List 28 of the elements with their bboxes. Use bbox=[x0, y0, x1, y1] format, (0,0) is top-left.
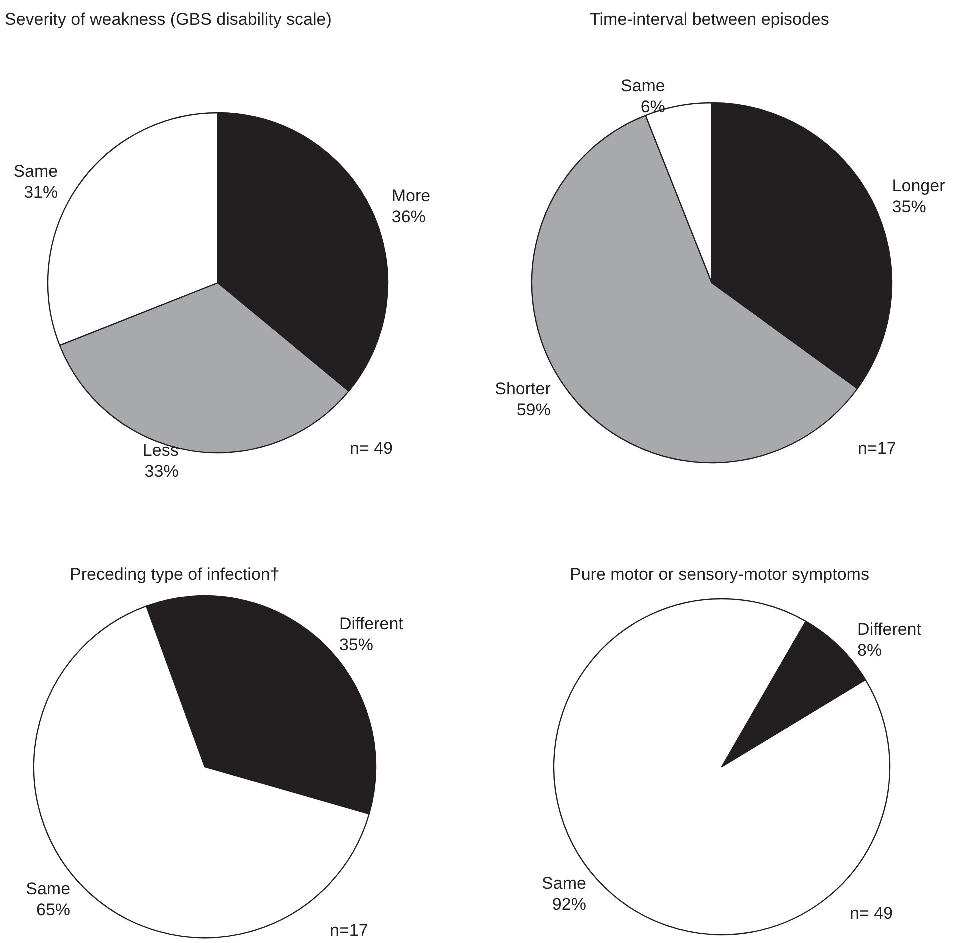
chart-title: Preceding type of infection† bbox=[70, 565, 280, 584]
slice-label: Same bbox=[542, 874, 586, 894]
data-label: 65% bbox=[36, 900, 71, 920]
data-label: 36% bbox=[392, 207, 426, 226]
slice-label: Same bbox=[620, 76, 666, 96]
data-label: 59% bbox=[516, 400, 551, 420]
data-label: 33% bbox=[144, 462, 179, 481]
slice-label: Less bbox=[142, 440, 179, 460]
data-label: 35% bbox=[339, 636, 374, 655]
text: n=17 bbox=[858, 439, 896, 458]
data-label: 35% bbox=[892, 198, 926, 217]
chart-title: Time-interval between episodes bbox=[590, 10, 830, 29]
slice-label: Different bbox=[858, 620, 922, 639]
text: n= 49 bbox=[850, 904, 894, 923]
data-label: 8% bbox=[858, 640, 882, 660]
slice-label: Longer bbox=[892, 176, 946, 196]
text: n= 49 bbox=[350, 439, 394, 458]
data-label: 31% bbox=[24, 182, 58, 202]
data-label: 6% bbox=[640, 97, 666, 116]
slice-label: Different bbox=[339, 614, 404, 634]
chart-title: Severity of weakness (GBS disability scale) bbox=[5, 10, 332, 29]
chart-title: Pure motor or sensory-motor symptoms bbox=[570, 565, 870, 584]
slice-label: Shorter bbox=[495, 379, 552, 398]
text: n=17 bbox=[330, 921, 368, 940]
data-label: 92% bbox=[552, 895, 586, 914]
slice-label: Same bbox=[14, 162, 58, 181]
slice-label: Same bbox=[26, 879, 71, 898]
slice-label: More bbox=[392, 186, 431, 206]
